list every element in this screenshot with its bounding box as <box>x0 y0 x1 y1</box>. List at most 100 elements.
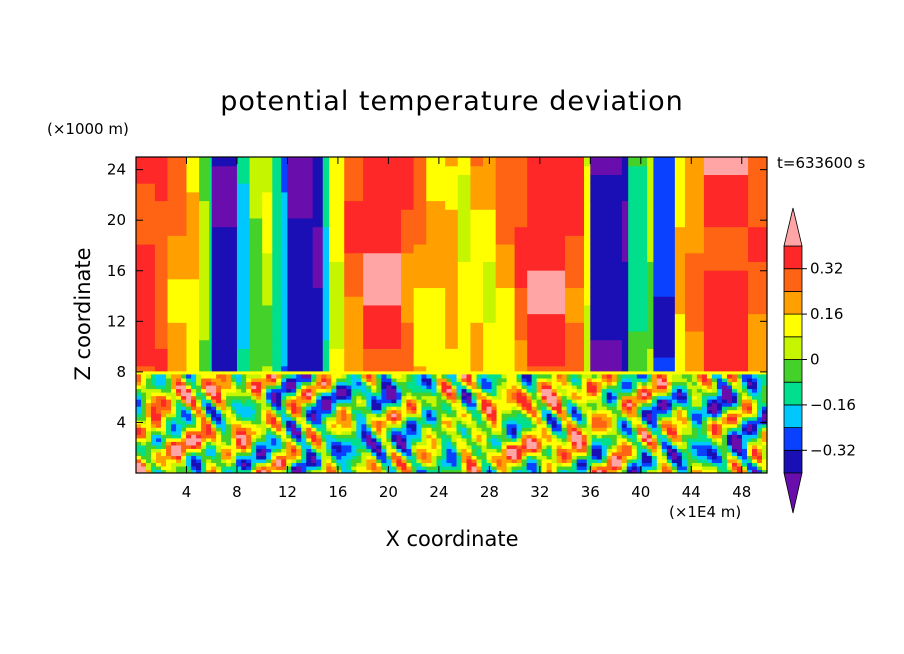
lower-cell <box>166 469 172 473</box>
lower-cell <box>436 413 443 418</box>
lower-cell <box>381 455 387 460</box>
upper-cell <box>136 226 156 236</box>
upper-cell <box>363 217 402 228</box>
upper-cell <box>674 157 686 167</box>
lower-cell <box>361 469 367 473</box>
lower-cell <box>351 374 357 379</box>
lower-cell <box>536 462 543 467</box>
lower-cell <box>686 441 693 446</box>
lower-cell <box>551 465 558 471</box>
upper-cell <box>590 209 623 219</box>
lower-cell <box>491 441 498 446</box>
lower-cell <box>261 455 267 460</box>
lower-cell <box>451 402 458 407</box>
lower-cell <box>676 469 683 473</box>
lower-cell <box>661 455 668 460</box>
lower-cell <box>656 384 663 390</box>
lower-cell <box>496 420 503 425</box>
lower-cell <box>211 374 217 379</box>
lower-cell <box>406 451 413 456</box>
upper-cell <box>703 217 749 228</box>
lower-cell <box>636 420 643 425</box>
lower-cell <box>616 416 623 421</box>
upper-cell <box>470 200 484 210</box>
lower-cell <box>166 444 172 449</box>
lower-cell <box>761 427 767 432</box>
upper-cell <box>262 339 273 349</box>
upper-cell <box>445 200 459 210</box>
upper-cell <box>457 183 472 193</box>
lower-cell <box>706 395 713 400</box>
lower-cell <box>281 427 287 432</box>
lower-cell <box>626 430 633 435</box>
lower-cell <box>246 448 252 453</box>
lower-cell <box>411 420 418 425</box>
lower-cell <box>611 374 618 379</box>
lower-cell <box>456 448 463 453</box>
lower-cell <box>526 381 533 386</box>
lower-cell <box>756 402 763 407</box>
lower-cell <box>276 462 282 467</box>
lower-cell <box>591 451 598 456</box>
upper-cell <box>199 226 210 236</box>
lower-cell <box>191 413 197 418</box>
lower-cell <box>571 465 578 471</box>
lower-cell <box>346 469 352 473</box>
upper-cell <box>628 365 648 376</box>
lower-cell <box>356 384 362 390</box>
lower-cell <box>596 420 603 425</box>
upper-cell <box>514 322 528 332</box>
lower-cell <box>436 427 443 432</box>
lower-cell <box>621 451 628 456</box>
upper-cell <box>249 339 263 349</box>
upper-cell <box>653 313 676 323</box>
upper-cell <box>621 226 629 236</box>
lower-cell <box>451 406 458 411</box>
lower-cell <box>226 448 232 453</box>
lower-cell <box>366 377 372 383</box>
lower-cell <box>551 395 558 400</box>
lower-cell <box>386 430 393 435</box>
lower-cell <box>141 434 147 439</box>
lower-cell <box>371 427 377 432</box>
upper-cell <box>236 296 251 306</box>
upper-cell <box>674 235 686 245</box>
lower-cell <box>156 388 162 393</box>
lower-cell <box>181 437 187 442</box>
lower-cell <box>441 416 448 421</box>
lower-cell <box>616 430 623 435</box>
lower-cell <box>426 402 433 407</box>
lower-cell <box>366 392 372 397</box>
lower-cell <box>661 384 668 390</box>
lower-cell <box>496 409 503 414</box>
lower-cell <box>501 441 508 446</box>
lower-cell <box>231 430 237 435</box>
lower-cell <box>246 392 252 397</box>
lower-cell <box>316 402 322 407</box>
upper-cell <box>674 209 686 219</box>
lower-cell <box>721 430 728 435</box>
upper-cell <box>653 252 676 262</box>
lower-cell <box>366 402 372 407</box>
lower-cell <box>511 374 518 379</box>
lower-cell <box>606 434 613 439</box>
lower-cell <box>566 402 573 407</box>
upper-cell <box>483 243 497 254</box>
lower-cell <box>426 413 433 418</box>
upper-cell <box>445 243 459 254</box>
lower-cell <box>756 374 763 379</box>
lower-cell <box>311 441 317 446</box>
upper-cell <box>584 183 591 193</box>
lower-cell <box>511 465 518 471</box>
lower-cell <box>761 441 767 446</box>
lower-cell <box>296 462 302 467</box>
upper-cell <box>495 209 516 219</box>
lower-cell <box>186 458 192 464</box>
lower-cell <box>481 399 488 404</box>
lower-cell <box>381 399 387 404</box>
lower-cell <box>741 388 748 393</box>
lower-cell <box>666 409 673 414</box>
lower-cell <box>236 381 242 386</box>
lower-cell <box>341 434 347 439</box>
lower-cell <box>336 434 342 439</box>
